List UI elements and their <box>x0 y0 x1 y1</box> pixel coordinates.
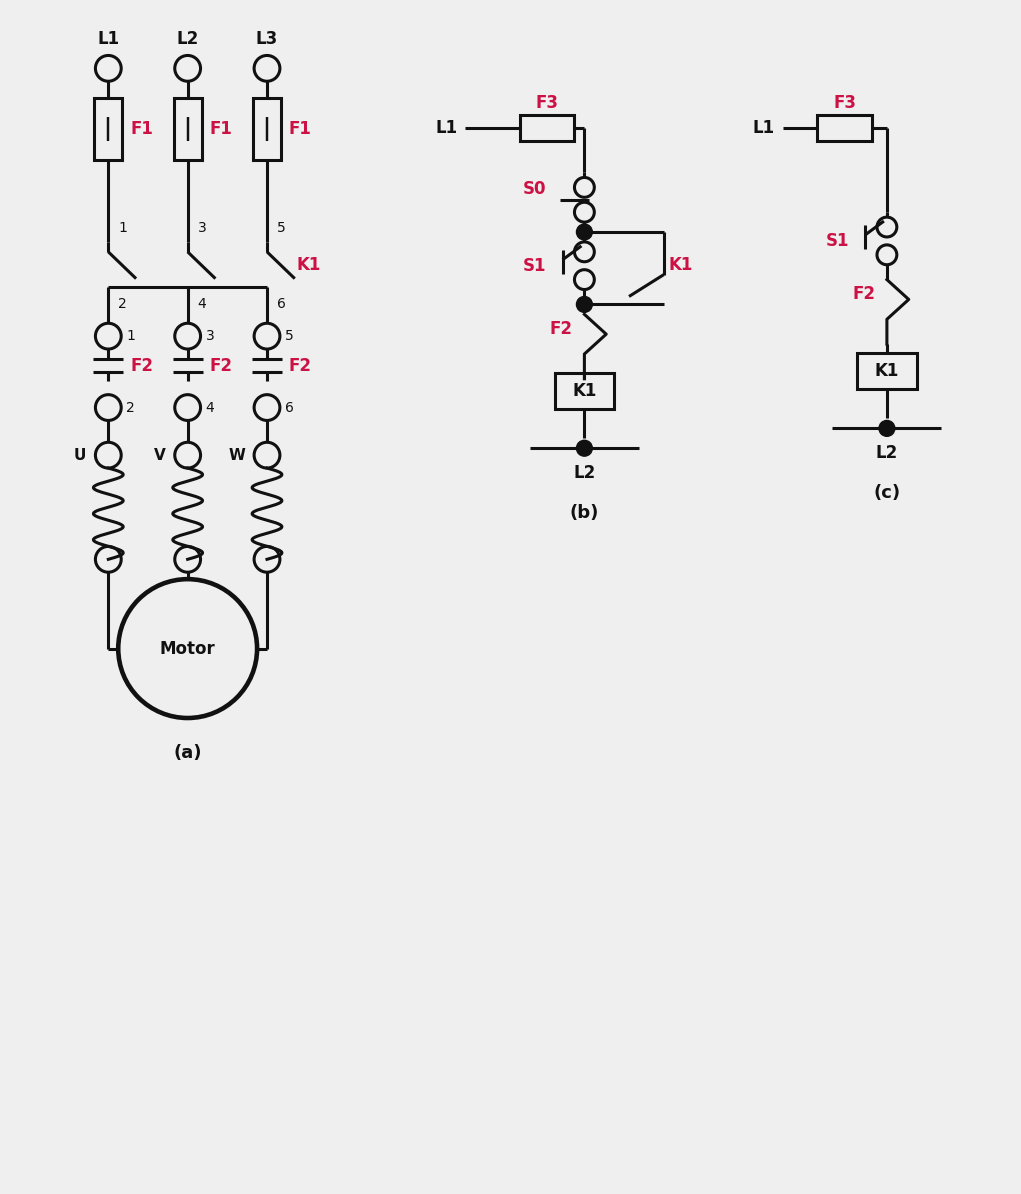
Bar <box>818 115 872 141</box>
Bar <box>520 115 575 141</box>
Text: S1: S1 <box>523 257 546 275</box>
Text: L3: L3 <box>256 30 278 48</box>
Bar <box>858 353 917 389</box>
Text: 6: 6 <box>277 297 286 312</box>
Text: F3: F3 <box>833 94 857 112</box>
Text: F2: F2 <box>289 357 311 375</box>
Text: L2: L2 <box>573 464 595 482</box>
Text: K1: K1 <box>572 382 596 400</box>
Text: F3: F3 <box>536 94 558 112</box>
Circle shape <box>577 296 592 313</box>
Text: 1: 1 <box>118 221 127 235</box>
Bar <box>253 98 281 160</box>
Text: 1: 1 <box>127 330 135 343</box>
Text: L2: L2 <box>177 30 199 48</box>
Text: L1: L1 <box>435 119 457 137</box>
Text: 4: 4 <box>198 297 206 312</box>
Text: (b): (b) <box>570 504 599 522</box>
Circle shape <box>577 224 592 240</box>
Text: 5: 5 <box>285 330 294 343</box>
Text: U: U <box>75 448 87 462</box>
Bar <box>94 98 123 160</box>
Text: 3: 3 <box>205 330 214 343</box>
Text: K1: K1 <box>297 256 322 273</box>
Text: L1: L1 <box>97 30 119 48</box>
Bar <box>174 98 201 160</box>
Text: K1: K1 <box>875 362 900 380</box>
Text: F1: F1 <box>130 119 153 137</box>
Text: L1: L1 <box>752 119 775 137</box>
Text: F2: F2 <box>852 285 875 303</box>
Text: 3: 3 <box>198 221 206 235</box>
Text: S0: S0 <box>523 180 546 198</box>
Text: W: W <box>229 448 245 462</box>
Text: Motor: Motor <box>159 640 215 658</box>
Text: 2: 2 <box>118 297 127 312</box>
Text: (c): (c) <box>873 484 901 501</box>
Text: F1: F1 <box>289 119 311 137</box>
Text: F2: F2 <box>209 357 233 375</box>
Text: 4: 4 <box>205 400 214 414</box>
Text: S1: S1 <box>826 232 849 250</box>
Bar <box>554 373 615 408</box>
Text: 2: 2 <box>127 400 135 414</box>
Text: F2: F2 <box>130 357 153 375</box>
Text: 5: 5 <box>277 221 286 235</box>
Text: K1: K1 <box>669 256 693 273</box>
Text: F2: F2 <box>549 320 573 338</box>
Text: 6: 6 <box>285 400 294 414</box>
Circle shape <box>577 441 592 456</box>
Text: (a): (a) <box>174 744 202 762</box>
Text: F1: F1 <box>209 119 233 137</box>
Text: V: V <box>154 448 165 462</box>
Text: L2: L2 <box>876 444 898 462</box>
Circle shape <box>879 420 894 436</box>
